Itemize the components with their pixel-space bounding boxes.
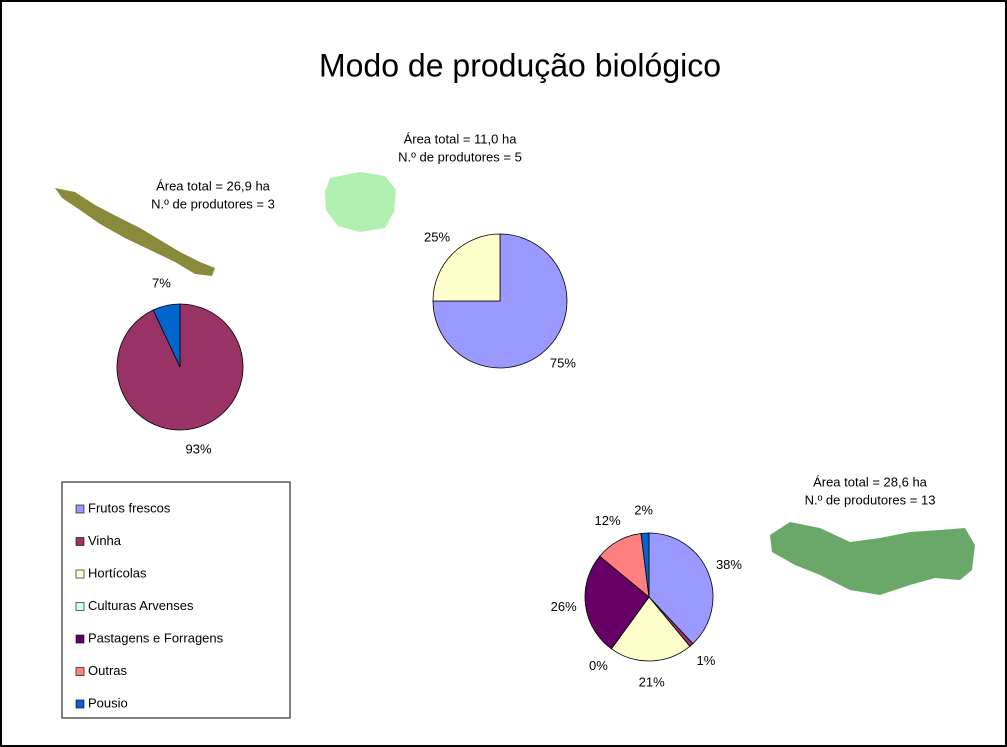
legend-label: Culturas Arvenses [88, 598, 194, 613]
island-shape [325, 172, 396, 232]
annotation: N.º de produtores = 13 [805, 492, 936, 507]
legend-label: Frutos frescos [88, 500, 171, 515]
data-label: 12% [595, 513, 621, 528]
pie-slice [584, 555, 650, 650]
data-label: 2% [634, 503, 653, 518]
annotation: Área total = 26,9 ha [156, 178, 271, 193]
annotation: Área total = 11,0 ha [404, 131, 518, 146]
data-label: 25% [424, 230, 450, 245]
data-label: 21% [639, 674, 665, 689]
pie-slice [432, 233, 568, 369]
data-label: 75% [550, 355, 576, 370]
data-label: 1% [696, 653, 715, 668]
legend-swatch [75, 602, 85, 611]
pie-slice [152, 303, 181, 368]
legend-swatch [75, 667, 85, 676]
data-label: 0% [589, 658, 608, 673]
legend-swatch [75, 699, 85, 709]
legend-swatch [75, 569, 85, 579]
data-label: 93% [186, 441, 212, 456]
annotation: Área total = 28,6 ha [813, 474, 928, 489]
pie-slice [640, 532, 650, 598]
legend-swatch [75, 537, 85, 546]
chart-title: Modo de produção biológico [319, 47, 721, 83]
data-label: 38% [716, 557, 742, 572]
legend-box [61, 481, 291, 719]
pie-slice [648, 532, 714, 645]
annotation: N.º de produtores = 3 [151, 196, 275, 211]
data-label: 7% [152, 275, 171, 290]
annotation: N.º de produtores = 5 [398, 149, 522, 164]
legend-label: Hortícolas [88, 565, 147, 580]
legend-label: Pousio [88, 695, 128, 710]
legend-label: Vinha [88, 533, 122, 548]
island-shape [55, 188, 215, 276]
pie-slice [432, 233, 501, 302]
island-shape [770, 522, 975, 595]
legend-label: Outras [88, 663, 128, 678]
pie-slice [610, 596, 691, 662]
data-label: 26% [551, 599, 577, 614]
legend-swatch [75, 634, 85, 644]
legend-swatch [75, 504, 85, 514]
legend-label: Pastagens e Forragens [88, 630, 224, 645]
